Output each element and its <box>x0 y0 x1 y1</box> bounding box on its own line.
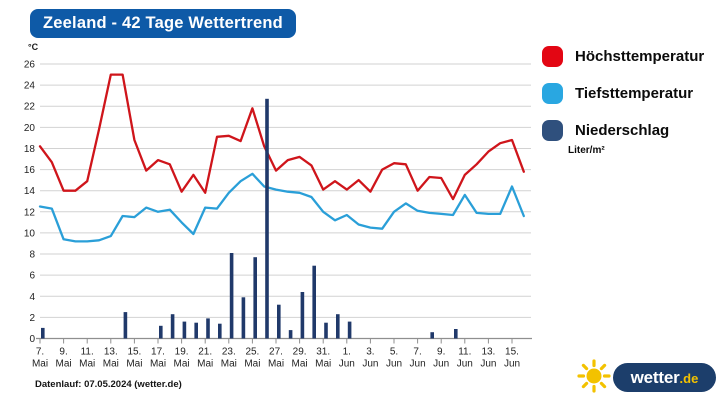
svg-text:15.: 15. <box>505 347 519 358</box>
svg-text:9.: 9. <box>437 347 445 358</box>
legend-item-niederschlag: Niederschlag <box>542 119 717 141</box>
svg-text:3.: 3. <box>366 347 374 358</box>
svg-text:25.: 25. <box>245 347 259 358</box>
svg-text:11.: 11. <box>81 347 94 358</box>
min-temp-swatch-icon <box>542 82 563 104</box>
precipitation-swatch-icon <box>542 119 563 141</box>
svg-text:7.: 7. <box>36 347 44 358</box>
legend-item-hoechsttemperatur: Höchsttemperatur <box>542 45 717 67</box>
svg-text:Jun: Jun <box>504 359 520 370</box>
legend-label-niederschlag: Niederschlag <box>575 121 670 139</box>
svg-text:24: 24 <box>24 81 36 92</box>
svg-text:Mai: Mai <box>174 359 190 370</box>
svg-text:14: 14 <box>24 186 36 197</box>
svg-text:Jun: Jun <box>362 359 378 370</box>
svg-text:29.: 29. <box>293 347 307 358</box>
max-temp-swatch-icon <box>542 45 563 67</box>
svg-text:Jun: Jun <box>480 359 496 370</box>
svg-text:Mai: Mai <box>126 359 142 370</box>
svg-text:13.: 13. <box>104 347 118 358</box>
svg-text:Mai: Mai <box>315 359 331 370</box>
sun-icon <box>577 359 611 393</box>
svg-text:12: 12 <box>24 207 36 218</box>
svg-text:9.: 9. <box>59 347 67 358</box>
svg-text:Mai: Mai <box>56 359 72 370</box>
svg-text:31.: 31. <box>316 347 330 358</box>
logo-brand-text: wetter <box>630 367 680 387</box>
svg-text:27.: 27. <box>269 347 283 358</box>
grid-lines <box>40 63 531 318</box>
svg-text:Mai: Mai <box>79 359 95 370</box>
wetter-logo-pill: wetter.de <box>613 362 716 392</box>
svg-text:Mai: Mai <box>197 359 213 370</box>
logo-tld: .de <box>679 370 699 386</box>
y-axis-unit-label: °C <box>28 42 39 52</box>
svg-text:8: 8 <box>29 250 35 261</box>
svg-text:Mai: Mai <box>150 359 166 370</box>
svg-text:26: 26 <box>24 60 36 71</box>
svg-text:21.: 21. <box>198 347 212 358</box>
svg-text:Mai: Mai <box>103 359 119 370</box>
x-axis-labels: 7.Mai9.Mai11.Mai13.Mai15.Mai17.Mai19.Mai… <box>32 338 520 370</box>
svg-text:Jun: Jun <box>410 359 426 370</box>
svg-text:Mai: Mai <box>268 359 284 370</box>
max-temp-line <box>38 73 525 201</box>
svg-text:17.: 17. <box>151 347 165 358</box>
legend-label-tiefsttemperatur: Tiefsttemperatur <box>575 84 694 102</box>
datenlauf-note: Datenlauf: 07.05.2024 (wetter.de) <box>35 379 182 390</box>
svg-text:Mai: Mai <box>292 359 308 370</box>
svg-text:22: 22 <box>24 102 36 113</box>
svg-text:16: 16 <box>24 165 36 176</box>
svg-text:11.: 11. <box>458 347 471 358</box>
legend: Höchsttemperatur Tiefsttemperatur Nieder… <box>542 45 717 156</box>
svg-text:19.: 19. <box>175 347 189 358</box>
legend-item-tiefsttemperatur: Tiefsttemperatur <box>542 82 717 104</box>
svg-text:23.: 23. <box>222 347 236 358</box>
svg-text:Jun: Jun <box>433 359 449 370</box>
svg-text:7.: 7. <box>413 347 421 358</box>
wetter-de-logo[interactable]: wetter.de <box>576 356 716 398</box>
page-title: Zeeland - 42 Tage Wettertrend <box>30 9 296 38</box>
svg-text:15.: 15. <box>127 347 141 358</box>
svg-text:20: 20 <box>24 123 36 134</box>
precipitation-bars <box>41 98 458 339</box>
svg-text:2: 2 <box>29 313 35 324</box>
svg-text:Mai: Mai <box>244 359 260 370</box>
svg-text:10: 10 <box>24 228 36 239</box>
svg-text:6: 6 <box>29 271 35 282</box>
svg-text:1.: 1. <box>343 347 351 358</box>
svg-text:Jun: Jun <box>386 359 402 370</box>
svg-text:Mai: Mai <box>32 359 48 370</box>
svg-text:18: 18 <box>24 144 36 155</box>
svg-text:Mai: Mai <box>221 359 237 370</box>
legend-label-hoechsttemperatur: Höchsttemperatur <box>575 47 705 65</box>
svg-text:4: 4 <box>29 292 35 303</box>
legend-precipitation-unit: Liter/m² <box>568 145 605 156</box>
svg-text:13.: 13. <box>481 347 495 358</box>
svg-text:Jun: Jun <box>457 359 473 370</box>
svg-text:Jun: Jun <box>339 359 355 370</box>
svg-text:0: 0 <box>29 334 35 345</box>
min-temp-line <box>38 172 525 243</box>
svg-text:5.: 5. <box>390 347 398 358</box>
